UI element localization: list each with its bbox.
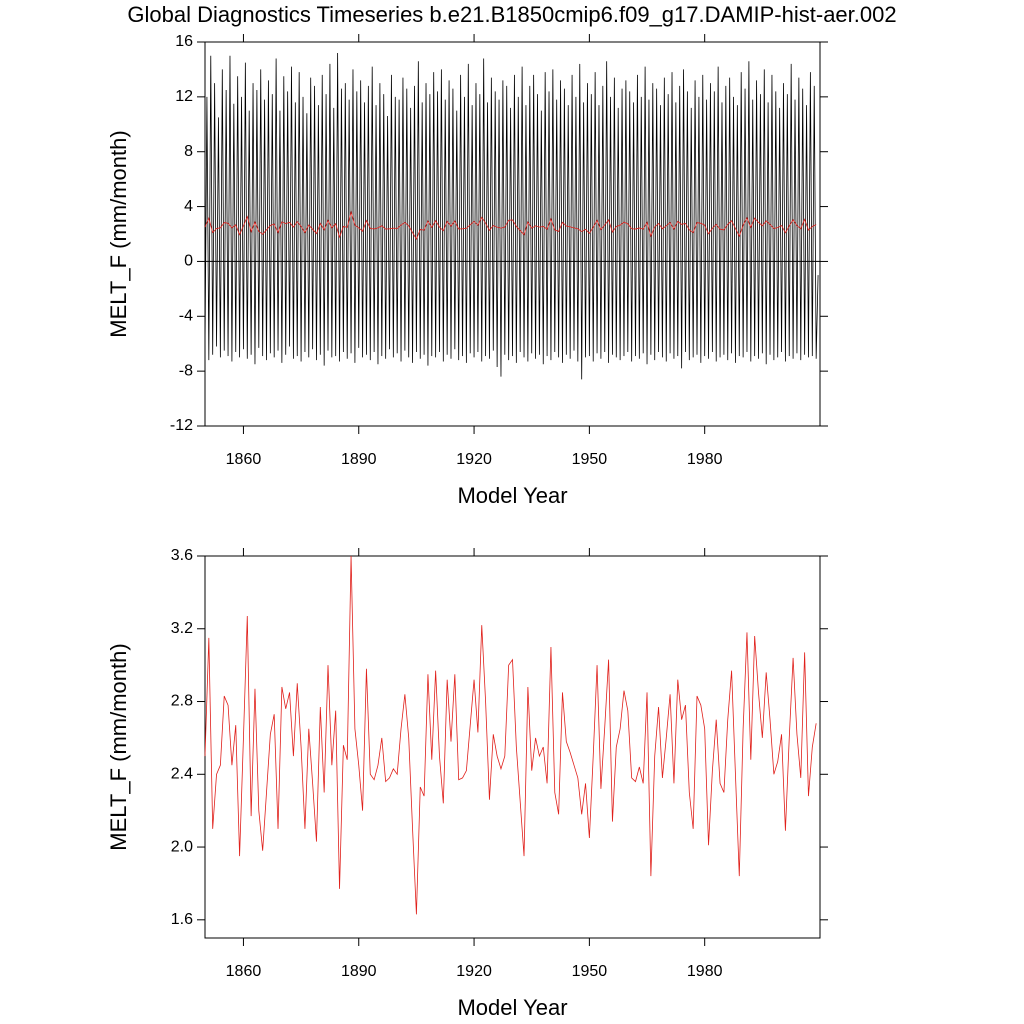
- x-tick-label: 1890: [341, 451, 377, 468]
- series-line: [204, 210, 817, 240]
- y-tick-label: -8: [179, 362, 193, 379]
- x-axis-label: Model Year: [457, 995, 567, 1020]
- y-tick-label: 8: [184, 143, 193, 160]
- x-tick-label: 1920: [456, 963, 492, 980]
- x-tick-label: 1980: [687, 963, 723, 980]
- x-tick-label: 1920: [456, 451, 492, 468]
- y-tick-label: 1.6: [171, 911, 193, 928]
- series-line: [204, 555, 817, 915]
- y-tick-label: 4: [184, 198, 193, 215]
- y-tick-label: 3.2: [171, 620, 193, 637]
- y-tick-label: 2.8: [171, 693, 193, 710]
- x-tick-label: 1860: [226, 451, 262, 468]
- plot-frame: [204, 555, 821, 939]
- x-tick-label: 1980: [687, 451, 723, 468]
- x-tick-label: 1860: [226, 963, 262, 980]
- y-tick-label: 3.6: [171, 547, 193, 564]
- y-tick-label: -4: [179, 308, 193, 325]
- x-tick-label: 1890: [341, 963, 377, 980]
- y-tick-label: 2.0: [171, 838, 193, 855]
- y-axis-label: MELT_F (mm/month): [106, 643, 131, 850]
- x-tick-label: 1950: [572, 451, 608, 468]
- x-axis-label: Model Year: [457, 483, 567, 508]
- y-tick-label: 16: [175, 33, 193, 50]
- y-tick-label: 2.4: [171, 766, 193, 783]
- y-axis-label: MELT_F (mm/month): [106, 130, 131, 337]
- chart-title: Global Diagnostics Timeseries b.e21.B185…: [127, 2, 896, 27]
- series-line: [204, 52, 819, 380]
- y-tick-label: 0: [184, 253, 193, 270]
- y-tick-label: -12: [170, 417, 193, 434]
- x-tick-label: 1950: [572, 963, 608, 980]
- y-tick-label: 12: [175, 88, 193, 105]
- plot-frame: [204, 41, 821, 427]
